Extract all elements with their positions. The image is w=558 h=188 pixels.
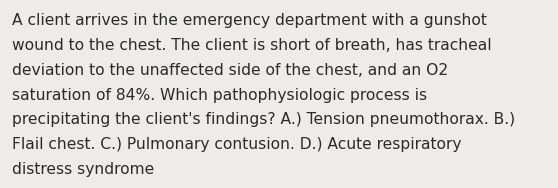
Text: Flail chest. C.) Pulmonary contusion. D.) Acute respiratory: Flail chest. C.) Pulmonary contusion. D.…	[12, 137, 462, 152]
Text: distress syndrome: distress syndrome	[12, 162, 155, 177]
Text: precipitating the client's findings? A.) Tension pneumothorax. B.): precipitating the client's findings? A.)…	[12, 112, 516, 127]
Text: deviation to the unaffected side of the chest, and an O2: deviation to the unaffected side of the …	[12, 63, 449, 78]
Text: wound to the chest. The client is short of breath, has tracheal: wound to the chest. The client is short …	[12, 38, 492, 53]
Text: A client arrives in the emergency department with a gunshot: A client arrives in the emergency depart…	[12, 13, 487, 28]
Text: saturation of 84%. Which pathophysiologic process is: saturation of 84%. Which pathophysiologi…	[12, 88, 427, 103]
